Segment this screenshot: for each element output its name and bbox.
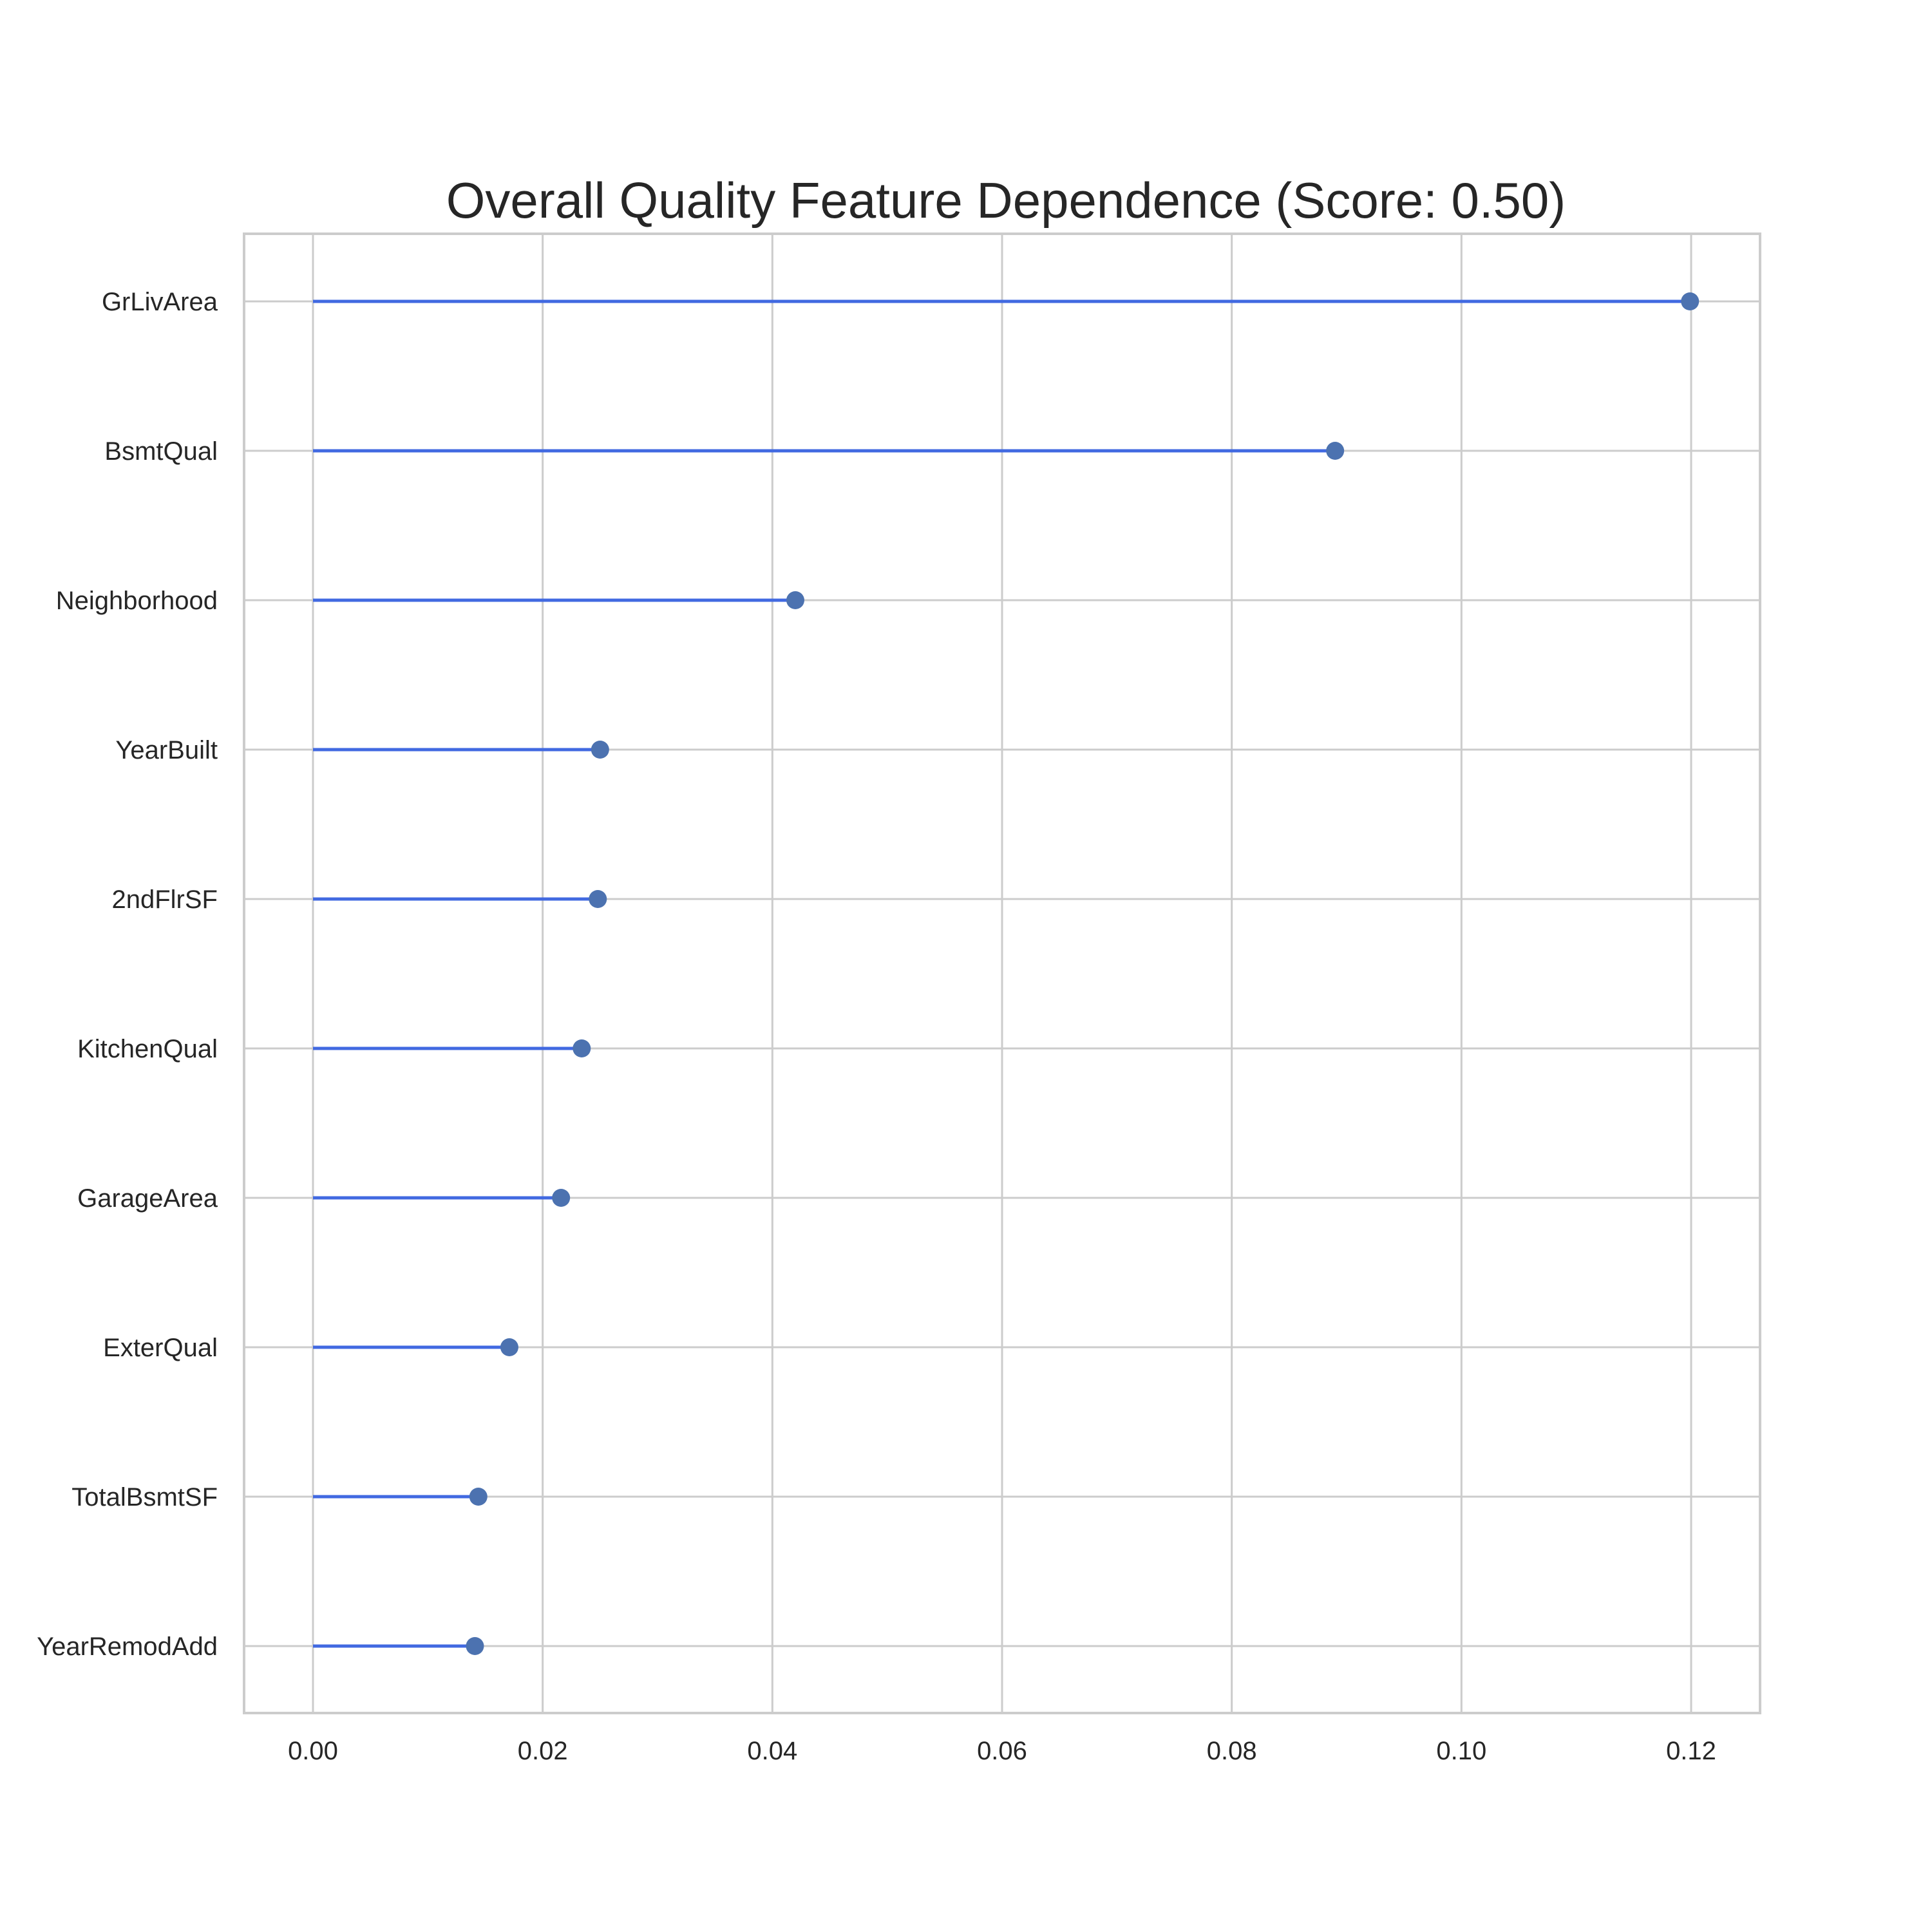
- y-tick-label: BsmtQual: [104, 437, 218, 466]
- y-tick-labels: GrLivArea BsmtQual Neighborhood YearBuilt 2n…: [37, 288, 218, 1661]
- data-point: [786, 591, 804, 609]
- y-tick-label: ExterQual: [103, 1334, 218, 1362]
- x-tick-label: 0.10: [1436, 1737, 1486, 1765]
- y-tick-label: GrLivArea: [102, 288, 218, 316]
- x-tick-label: 0.12: [1666, 1737, 1716, 1765]
- x-tick-label: 0.08: [1207, 1737, 1257, 1765]
- data-point: [589, 890, 607, 908]
- data-point: [1681, 292, 1700, 310]
- y-tick-label: YearRemodAdd: [37, 1633, 218, 1661]
- markers: [466, 292, 1700, 1655]
- x-tick-labels: 0.00 0.02 0.04 0.06 0.08 0.10 0.12: [288, 1737, 1716, 1765]
- x-tick-label: 0.06: [977, 1737, 1027, 1765]
- data-point: [469, 1488, 488, 1506]
- data-point: [591, 741, 609, 759]
- y-tick-label: TotalBsmtSF: [71, 1483, 218, 1511]
- y-tick-label: GarageArea: [77, 1184, 218, 1213]
- data-point: [1326, 442, 1345, 460]
- plot-frame: [243, 232, 1761, 1714]
- x-tick-label: 0.00: [288, 1737, 338, 1765]
- data-point: [552, 1189, 571, 1207]
- y-tick-label: 2ndFlrSF: [112, 886, 218, 914]
- data-point: [573, 1039, 591, 1057]
- y-tick-label: Neighborhood: [56, 587, 218, 615]
- data-point: [466, 1637, 484, 1655]
- y-tick-label: KitchenQual: [77, 1035, 218, 1063]
- y-tick-label: YearBuilt: [115, 736, 218, 764]
- chart-title: Overall Quality Feature Dependence (Scor…: [446, 172, 1566, 229]
- stems: [313, 299, 1690, 1648]
- x-tick-label: 0.02: [518, 1737, 568, 1765]
- data-point: [500, 1338, 518, 1356]
- x-tick-label: 0.04: [747, 1737, 797, 1765]
